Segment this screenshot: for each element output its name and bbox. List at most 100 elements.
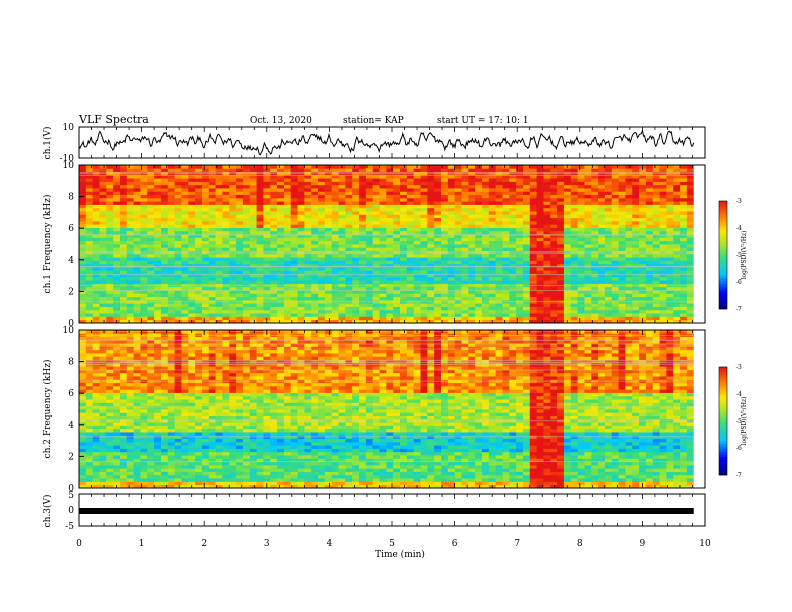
ch1-spectrogram-cell <box>557 207 565 212</box>
ch1-spectrogram-cell <box>119 263 128 268</box>
ch1-spectrogram-cell <box>379 237 387 242</box>
ch1-spectrogram-cell <box>591 204 599 209</box>
ch1-spectrogram-cell <box>119 247 128 251</box>
ch1-spectrogram-cell <box>468 188 476 192</box>
ch1-spectrogram-cell <box>632 309 640 314</box>
ch1-spectrogram-cell <box>598 165 606 169</box>
ch1-spectrogram-cell <box>119 214 128 219</box>
ch1-spectrogram-cell <box>632 267 640 271</box>
ch1-spectrogram-cell <box>495 276 503 281</box>
ch1-spectrogram-cell <box>181 290 189 294</box>
ch1-spectrogram-cell <box>345 276 353 281</box>
ch2-spectrogram-cell <box>113 478 121 482</box>
ch1-spectrogram-cell <box>659 174 667 179</box>
ch1-spectrogram-cell <box>304 260 312 265</box>
ch2-spectrogram-cell <box>126 346 135 351</box>
ch1-spectrogram-cell <box>550 204 558 209</box>
ch1-spectrogram-cell <box>454 286 462 291</box>
ch2-spectrogram-cell <box>133 438 141 443</box>
ch1-spectrogram-cell <box>400 316 408 321</box>
ch1-spectrogram-cell <box>632 214 640 219</box>
ch1-spectrogram-cell <box>481 184 490 189</box>
ch2-spectrogram-cell <box>92 412 100 416</box>
ch1-spectrogram-cell <box>372 230 380 235</box>
ch1-spectrogram-cell <box>318 319 326 324</box>
ch1-spectrogram-cell <box>106 237 114 242</box>
ch1-spectrogram-cell <box>318 204 326 209</box>
ch1-spectrogram-cell <box>270 286 278 291</box>
ch1-spectrogram-cell <box>229 188 237 192</box>
ch1-spectrogram-cell <box>529 188 538 192</box>
ch1-spectrogram-cell <box>413 207 421 212</box>
ch1-spectrogram-cell <box>85 319 94 324</box>
ch1-spectrogram-cell <box>570 319 579 324</box>
ch1-spectrogram-cell <box>522 197 531 202</box>
ch1-spectrogram-cell <box>529 309 538 314</box>
ch1-spectrogram-cell <box>379 250 387 255</box>
ch1-spectrogram-cell <box>393 313 401 317</box>
ch1-spectrogram-cell <box>427 286 435 291</box>
ch1-spectrogram-cell <box>406 178 415 182</box>
ch1-spectrogram-cell <box>283 257 292 261</box>
ch1-spectrogram-cell <box>147 260 155 265</box>
ch1-spectrogram-cell <box>147 247 155 251</box>
ch1-spectrogram-cell <box>174 197 182 202</box>
ch1-spectrogram-cell <box>400 201 408 205</box>
ch1-spectrogram-cell <box>215 306 223 311</box>
ch1-spectrogram-cell <box>393 286 401 291</box>
ch1-spectrogram-cell <box>201 197 210 202</box>
ch2-spectrogram-cell <box>106 392 114 397</box>
ch1-spectrogram-cell <box>222 211 230 215</box>
ch2-spectrogram-cell <box>133 458 141 463</box>
ch1-spectrogram-cell <box>454 220 462 225</box>
ch2-spectrogram-cell <box>85 438 94 443</box>
ch1-spectrogram-cell <box>256 293 264 298</box>
ch1-spectrogram-cell <box>522 296 531 301</box>
ch1-spectrogram-cell <box>126 316 135 321</box>
ch1-spectrogram-cell <box>277 250 285 255</box>
ch1-spectrogram-cell <box>283 253 292 258</box>
ch1-spectrogram-cell <box>604 306 613 311</box>
ch1-spectrogram-cell <box>154 273 162 278</box>
ch1-spectrogram-cell <box>188 181 196 186</box>
ch1-spectrogram-cell <box>406 204 415 209</box>
ch1-spectrogram-cell <box>229 303 237 307</box>
ch1-spectrogram-cell <box>290 276 298 281</box>
ch2-spectrogram-cell <box>113 356 121 361</box>
ch1-spectrogram-cell <box>263 263 271 268</box>
ch2-spectrogram-cell <box>113 425 121 430</box>
ch1-spectrogram-cell <box>522 188 531 192</box>
ch1-spectrogram-cell <box>249 267 257 271</box>
ch1-spectrogram-cell <box>666 244 674 248</box>
ch1-spectrogram-cell <box>236 316 244 321</box>
ch1-spectrogram-cell <box>365 191 374 196</box>
ch1-spectrogram-cell <box>652 319 660 324</box>
ch1-spectrogram-cell <box>557 227 565 232</box>
ch1-spectrogram-cell <box>174 234 182 238</box>
ch2-spectrogram-cell <box>113 464 121 469</box>
ch1-spectrogram-cell <box>645 234 654 238</box>
ch1-spectrogram-cell <box>673 260 681 265</box>
ch1-spectrogram-cell <box>618 257 626 261</box>
ch1-spectrogram-cell <box>229 217 237 222</box>
ch1-spectrogram-cell <box>434 191 442 196</box>
ch1-spectrogram-cell <box>522 280 531 284</box>
ch1-spectrogram-cell <box>85 227 94 232</box>
ch1-spectrogram-cell <box>577 260 585 265</box>
ch1-spectrogram-cell <box>570 293 579 298</box>
ch1-spectrogram-cell <box>673 313 681 317</box>
ch1-spectrogram-cell <box>113 313 121 317</box>
ch1-spectrogram-cell <box>427 237 435 242</box>
ch1-spectrogram-cell <box>297 237 305 242</box>
ch1-spectrogram-cell <box>365 217 374 222</box>
ch1-spectrogram-cell <box>372 286 380 291</box>
ch1-spectrogram-cell <box>85 267 94 271</box>
ch1-spectrogram-cell <box>311 184 319 189</box>
ch1-spectrogram-cell <box>222 293 230 298</box>
ch1-spectrogram-cell <box>277 165 285 169</box>
ch1-spectrogram-cell <box>522 306 531 311</box>
ch1-spectrogram-cell <box>680 217 688 222</box>
ch1-spectrogram-cell <box>543 309 551 314</box>
ch1-spectrogram-cell <box>481 178 490 182</box>
ch1-spectrogram-cell <box>516 244 524 248</box>
